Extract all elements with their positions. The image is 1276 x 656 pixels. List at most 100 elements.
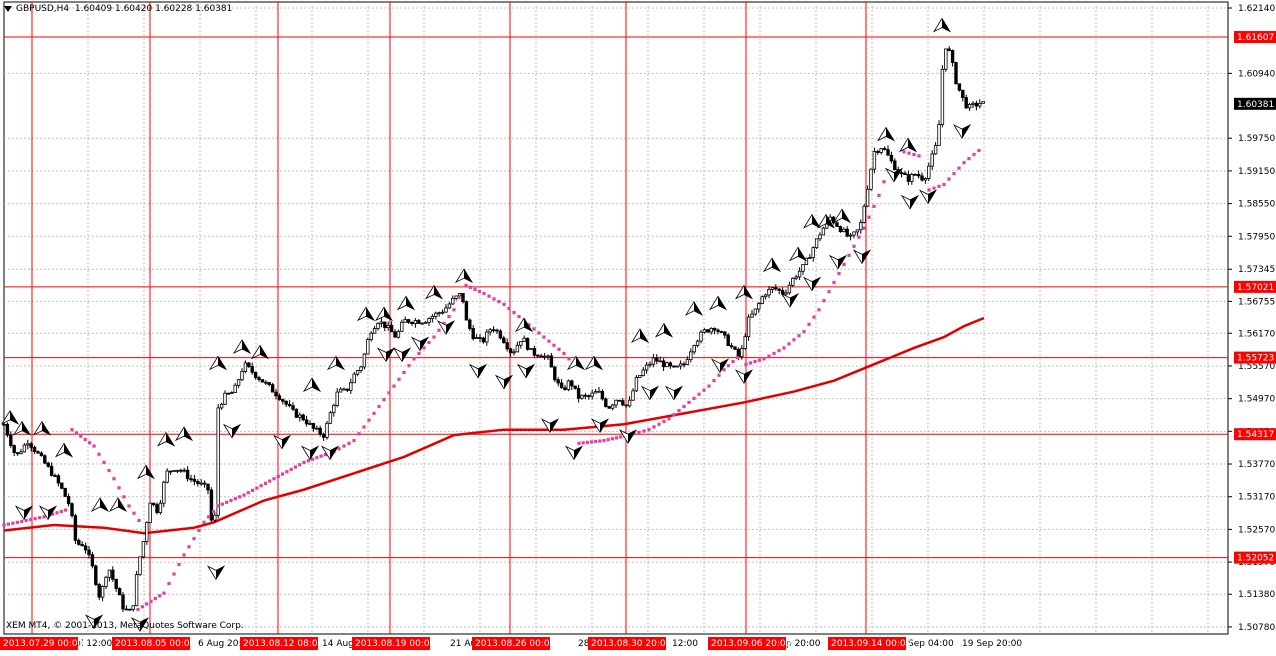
candle-body xyxy=(787,284,792,294)
candle-body xyxy=(899,172,904,175)
candle-body xyxy=(597,390,601,393)
indicator-dot xyxy=(97,452,101,456)
candle-body xyxy=(240,371,244,381)
candle-body xyxy=(743,336,747,349)
candle-body xyxy=(179,469,183,472)
candle-body xyxy=(893,160,897,171)
arrow-shade xyxy=(594,356,602,370)
arrow-shade xyxy=(312,378,320,392)
candle-body xyxy=(845,228,849,237)
indicator-dot xyxy=(211,509,215,514)
down-fractal-arrow xyxy=(590,418,610,434)
indicator-dot xyxy=(502,302,506,306)
event-label: 2013.08.26 00:00 xyxy=(475,639,556,649)
candle-body xyxy=(366,339,370,355)
down-fractal-arrow xyxy=(664,385,684,401)
candle-body xyxy=(491,329,496,332)
indicator-dot xyxy=(812,315,816,319)
indicator-dot xyxy=(487,294,491,298)
indicator-dot xyxy=(382,398,386,402)
candle-body xyxy=(410,321,414,325)
indicator-dot xyxy=(652,425,656,429)
candle-body xyxy=(641,369,645,376)
arrow-shade xyxy=(628,430,636,444)
chevron-down-icon[interactable] xyxy=(4,5,12,12)
candle-body xyxy=(971,102,975,105)
up-fractal-arrow xyxy=(90,497,110,512)
candle-body xyxy=(168,470,173,473)
candle-body xyxy=(556,379,560,384)
indicator-dot xyxy=(619,435,623,439)
candle-body xyxy=(151,502,156,506)
candle-body xyxy=(927,165,931,179)
indicator-dot xyxy=(259,484,263,488)
indicator-dot xyxy=(744,362,748,366)
down-fractal-arrow xyxy=(918,189,938,205)
candle-body xyxy=(804,257,809,265)
indicator-dot xyxy=(246,491,250,495)
up-fractal-arrow xyxy=(684,301,704,316)
indicator-dot xyxy=(64,508,68,512)
candle-body xyxy=(665,362,669,368)
candle-body xyxy=(903,172,907,175)
up-fractal-arrow xyxy=(630,328,650,344)
candle-body xyxy=(933,145,938,155)
indicator-dot xyxy=(315,456,319,460)
candle-body xyxy=(855,229,860,233)
indicator-dot xyxy=(962,161,966,165)
candle-body xyxy=(835,222,839,227)
indicator-dot xyxy=(280,472,285,476)
indicator-dot xyxy=(731,359,735,364)
y-tick-label: 1.59750 xyxy=(1238,134,1275,144)
indicator-dot xyxy=(452,308,456,312)
indicator-dot xyxy=(657,422,661,426)
candle-body xyxy=(644,364,649,371)
arrow-shade xyxy=(216,566,224,580)
candle-body xyxy=(291,405,295,410)
x-tick-label: 0 Jul 12:00 xyxy=(64,639,113,649)
down-fractal-arrow xyxy=(300,445,320,461)
indicator-dot xyxy=(952,172,956,176)
candle-body xyxy=(559,382,564,389)
candle-body xyxy=(2,423,6,426)
candle-body xyxy=(767,288,771,296)
candle-body xyxy=(243,362,248,372)
candle-body xyxy=(134,574,139,607)
candle-body xyxy=(964,97,968,109)
indicator-dot xyxy=(802,330,806,334)
down-fractal-arrow xyxy=(884,167,904,183)
candle-body xyxy=(757,303,761,310)
indicator-dot xyxy=(352,438,356,443)
candle-body xyxy=(791,277,795,286)
candle-body xyxy=(406,319,411,323)
candle-body xyxy=(913,173,917,176)
indicator-dot xyxy=(2,523,6,527)
candle-body xyxy=(253,371,258,378)
candle-body xyxy=(631,390,635,401)
candle-body xyxy=(437,312,441,315)
indicator-dot xyxy=(687,400,691,405)
candle-body xyxy=(610,404,615,409)
down-fractal-arrow xyxy=(392,347,412,363)
candle-body xyxy=(570,380,574,387)
candle-body xyxy=(162,481,166,504)
candle-body xyxy=(774,287,778,290)
candle-body xyxy=(352,373,356,384)
candle-body xyxy=(692,345,696,353)
indicator-dot xyxy=(432,335,436,339)
indicator-dot xyxy=(942,182,946,187)
event-label: 2013.07.29 00:00 xyxy=(3,639,84,649)
up-fractal-arrow xyxy=(174,426,194,442)
candle-body xyxy=(464,301,469,321)
candle-body xyxy=(284,400,288,405)
arrow-shade xyxy=(336,356,344,370)
indicator-dot xyxy=(782,346,786,350)
level-label-bg xyxy=(1234,280,1276,293)
candle-body xyxy=(396,330,401,338)
indicator-dot xyxy=(412,357,416,361)
indicator-dot xyxy=(207,515,211,519)
indicator-dot xyxy=(51,512,55,516)
candle-body xyxy=(100,586,105,598)
indicator-dot xyxy=(602,438,606,443)
